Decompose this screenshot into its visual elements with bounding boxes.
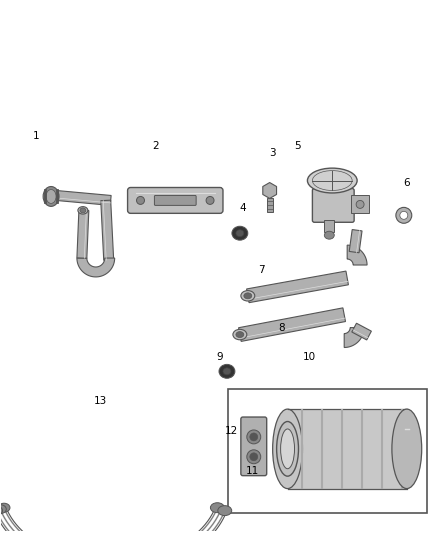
Polygon shape xyxy=(263,182,276,198)
Ellipse shape xyxy=(241,290,255,301)
Ellipse shape xyxy=(236,332,244,337)
Ellipse shape xyxy=(250,433,258,441)
Ellipse shape xyxy=(273,409,303,489)
Text: 6: 6 xyxy=(403,177,410,188)
FancyBboxPatch shape xyxy=(241,417,267,475)
Ellipse shape xyxy=(324,231,334,239)
Text: 5: 5 xyxy=(294,141,301,151)
Ellipse shape xyxy=(244,293,252,299)
Polygon shape xyxy=(347,245,367,265)
Bar xyxy=(228,389,427,513)
FancyBboxPatch shape xyxy=(312,189,354,222)
Ellipse shape xyxy=(396,207,412,223)
Text: 12: 12 xyxy=(225,426,239,436)
Text: 11: 11 xyxy=(246,466,259,475)
Ellipse shape xyxy=(236,230,244,237)
Ellipse shape xyxy=(219,365,235,378)
Ellipse shape xyxy=(223,368,231,375)
Polygon shape xyxy=(352,323,371,340)
Polygon shape xyxy=(56,190,111,205)
Text: 9: 9 xyxy=(217,352,223,362)
Polygon shape xyxy=(77,258,115,277)
Bar xyxy=(351,196,369,213)
Text: 13: 13 xyxy=(94,396,107,406)
Ellipse shape xyxy=(78,207,88,214)
Ellipse shape xyxy=(400,212,408,219)
Polygon shape xyxy=(239,308,346,342)
Ellipse shape xyxy=(46,190,56,204)
Ellipse shape xyxy=(307,168,357,193)
Bar xyxy=(288,409,407,489)
Text: 1: 1 xyxy=(33,131,39,141)
Text: 3: 3 xyxy=(269,148,276,158)
Text: 7: 7 xyxy=(258,265,265,275)
Ellipse shape xyxy=(250,453,258,461)
Ellipse shape xyxy=(247,450,261,464)
FancyBboxPatch shape xyxy=(155,196,196,205)
Text: 2: 2 xyxy=(152,141,159,151)
Bar xyxy=(267,198,273,212)
Ellipse shape xyxy=(210,503,224,513)
Ellipse shape xyxy=(137,197,145,204)
Polygon shape xyxy=(344,328,364,348)
Ellipse shape xyxy=(233,329,247,340)
Ellipse shape xyxy=(392,409,422,489)
FancyBboxPatch shape xyxy=(127,188,223,213)
Ellipse shape xyxy=(43,187,59,206)
Ellipse shape xyxy=(206,197,214,204)
Ellipse shape xyxy=(247,430,261,444)
Ellipse shape xyxy=(0,505,6,514)
Ellipse shape xyxy=(277,422,298,476)
Ellipse shape xyxy=(80,208,86,213)
Ellipse shape xyxy=(0,506,3,515)
Ellipse shape xyxy=(0,503,10,512)
Text: 10: 10 xyxy=(303,352,316,362)
Polygon shape xyxy=(349,230,362,253)
Ellipse shape xyxy=(356,200,364,208)
Polygon shape xyxy=(247,271,348,303)
Ellipse shape xyxy=(281,429,294,469)
Ellipse shape xyxy=(232,226,248,240)
Text: 8: 8 xyxy=(278,322,285,333)
Text: 4: 4 xyxy=(240,204,246,213)
Polygon shape xyxy=(101,200,114,260)
Polygon shape xyxy=(77,210,89,259)
Bar xyxy=(324,220,334,232)
Ellipse shape xyxy=(218,506,232,515)
